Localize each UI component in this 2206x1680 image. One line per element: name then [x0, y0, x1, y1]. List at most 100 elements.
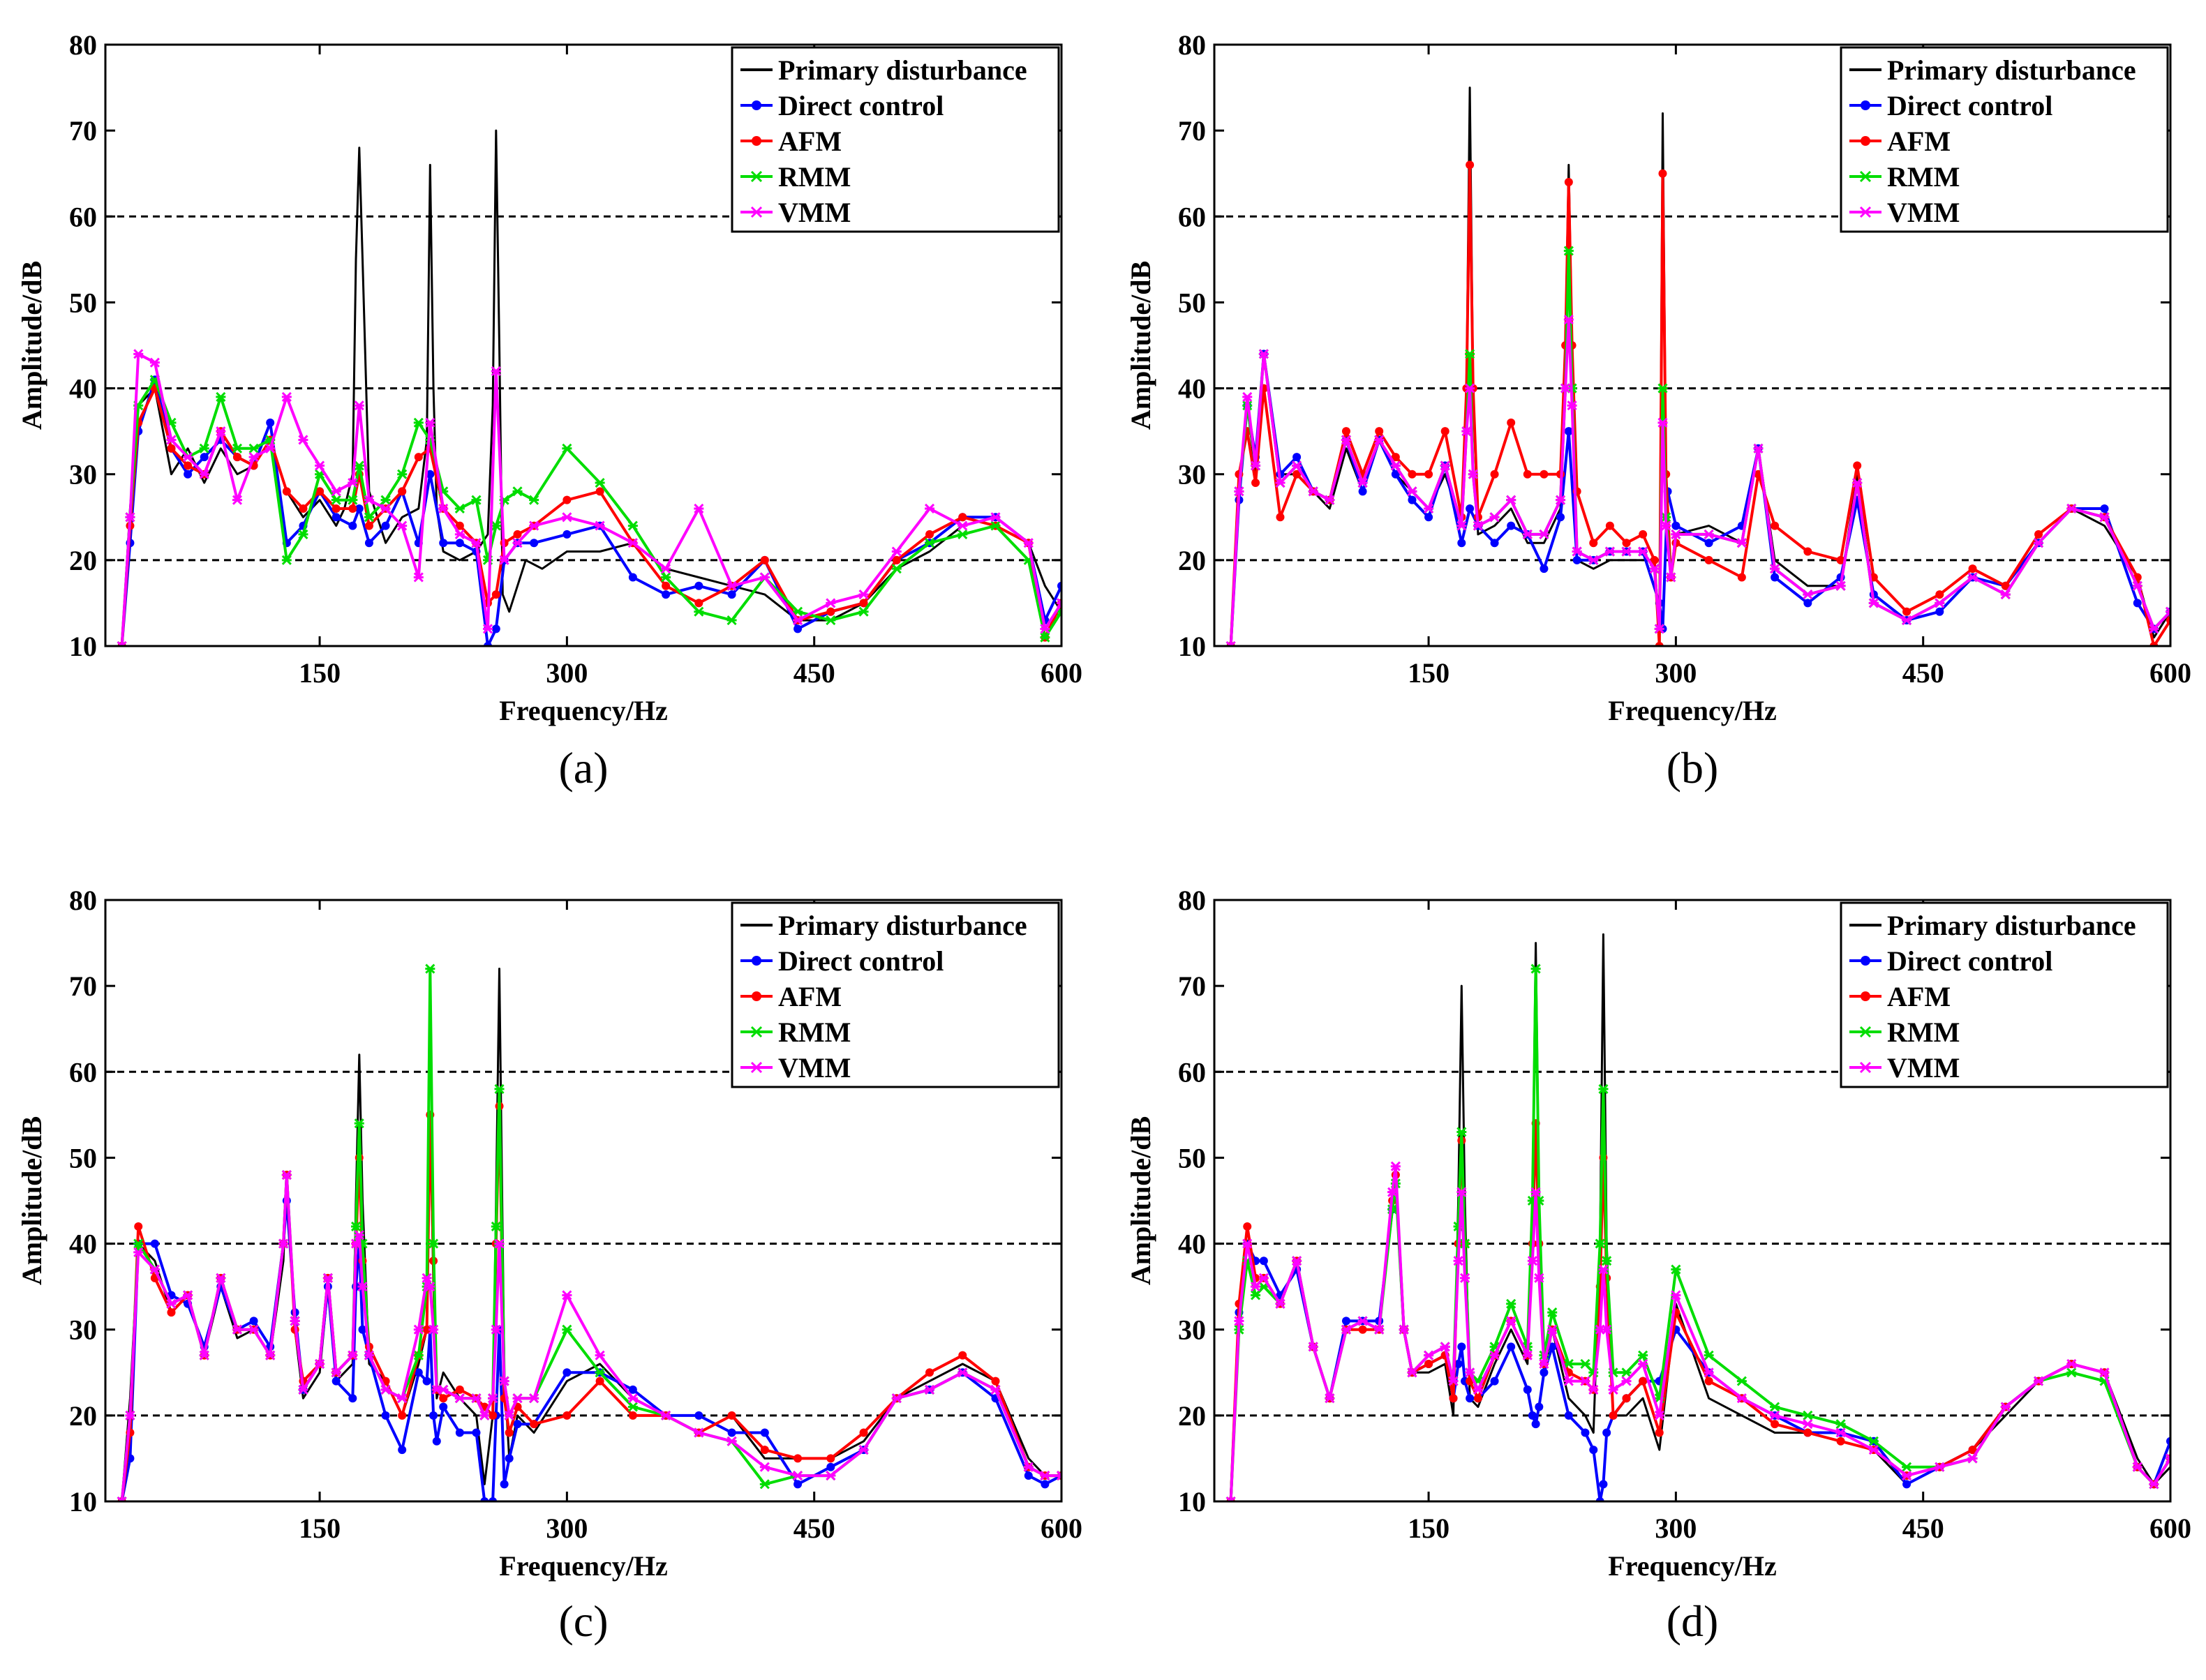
data-point [350, 1238, 362, 1249]
data-point [694, 1427, 704, 1438]
data-point [1407, 486, 1417, 497]
data-point [1935, 590, 1944, 599]
data-point [627, 520, 638, 531]
data-point [512, 1393, 523, 1404]
data-point [354, 460, 364, 471]
data-point [957, 520, 968, 531]
legend-swatch-marker [752, 100, 761, 110]
data-point [1902, 615, 1912, 626]
legend-box [1840, 901, 2169, 1088]
data-point [216, 426, 226, 437]
data-point [1704, 1350, 1714, 1360]
data-point [1608, 1384, 1618, 1395]
data-point [439, 539, 448, 548]
data-point [1621, 1367, 1632, 1378]
data-point [471, 538, 482, 548]
data-point [1440, 1342, 1450, 1352]
data-point [2099, 512, 2110, 523]
data-point [826, 1470, 836, 1481]
data-point [315, 487, 325, 496]
data-point [413, 1324, 424, 1335]
data-point [438, 1384, 449, 1395]
data-point [413, 417, 424, 428]
y-tick-label: 20 [1178, 545, 1206, 576]
data-point [125, 512, 135, 523]
legend-entry-label: AFM [778, 981, 842, 1012]
data-point [793, 615, 803, 626]
data-point [2100, 504, 2109, 513]
data-point [504, 1410, 514, 1420]
data-point [1588, 555, 1599, 565]
data-point [1704, 1367, 1714, 1378]
data-point [454, 1393, 465, 1404]
data-point [1563, 1376, 1574, 1386]
data-point [133, 1238, 144, 1249]
x-axis-title: Frequency/Hz [499, 1550, 667, 1582]
data-point [439, 1394, 448, 1403]
y-tick-label: 30 [69, 1314, 97, 1346]
legend-box [731, 46, 1060, 233]
data-point [627, 1393, 638, 1404]
data-point [505, 1428, 514, 1437]
x-axis-title: Frequency/Hz [1608, 1550, 1776, 1582]
data-point [1770, 564, 1780, 574]
data-point [499, 555, 509, 565]
legend-entry-label: AFM [778, 126, 842, 157]
data-point [455, 1428, 464, 1437]
y-tick-label: 80 [1178, 29, 1206, 61]
data-point [759, 1462, 770, 1472]
data-point [1602, 1256, 1612, 1266]
y-tick-label: 30 [1178, 459, 1206, 490]
legend-swatch-marker [752, 991, 761, 1001]
data-point [1251, 479, 1260, 488]
data-point [694, 503, 704, 514]
data-point [1024, 1471, 1033, 1480]
legend-swatch-marker [752, 956, 761, 966]
data-point [1968, 1446, 1977, 1455]
data-point [454, 529, 465, 539]
y-tick-label: 50 [69, 1142, 97, 1173]
data-point [892, 555, 901, 564]
data-point [2066, 503, 2077, 514]
data-point [1704, 539, 1713, 548]
data-point [1658, 169, 1667, 178]
y-tick-label: 60 [1178, 1056, 1206, 1088]
x-tick-label: 600 [2149, 1513, 2191, 1544]
data-point [166, 435, 177, 445]
data-point [891, 564, 902, 574]
data-point [232, 495, 243, 505]
y-tick-label: 60 [69, 1056, 97, 1088]
data-point [1655, 1428, 1664, 1437]
data-point [2165, 1453, 2170, 1464]
data-point [331, 504, 341, 513]
data-point [166, 1298, 177, 1309]
panel-label: (d) [1667, 1596, 1719, 1646]
legend-entry-label: Primary disturbance [778, 910, 1027, 941]
data-point [1704, 555, 1713, 564]
data-point [1803, 1410, 1813, 1420]
data-point [348, 1394, 357, 1403]
data-point [1357, 1316, 1368, 1326]
data-point [1527, 1256, 1537, 1266]
data-point [350, 1221, 362, 1232]
data-point [858, 590, 869, 600]
data-point [428, 1324, 439, 1335]
data-point [2000, 1402, 2011, 1412]
data-point [1391, 470, 1400, 479]
data-point [1902, 607, 1911, 616]
data-point [628, 1385, 637, 1394]
plot-frame [104, 43, 1063, 647]
x-tick-label: 150 [1408, 657, 1449, 689]
data-point [397, 520, 408, 531]
data-point [2000, 590, 2011, 600]
data-point [348, 495, 358, 505]
data-point [381, 1411, 390, 1420]
data-point [1967, 1453, 1978, 1464]
data-point [1604, 546, 1615, 557]
data-point [1868, 598, 1879, 608]
data-point [1473, 520, 1483, 531]
legend-swatch-marker [1861, 136, 1870, 146]
y-tick-label: 80 [69, 29, 97, 61]
